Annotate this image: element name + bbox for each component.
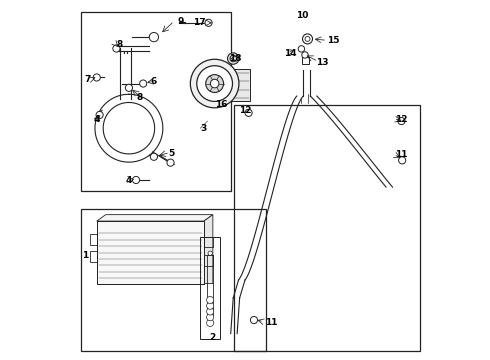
- Circle shape: [250, 316, 258, 324]
- Circle shape: [305, 36, 310, 41]
- Circle shape: [245, 109, 252, 116]
- Text: 13: 13: [317, 58, 329, 67]
- Circle shape: [150, 153, 157, 160]
- Bar: [200, 237, 220, 339]
- Circle shape: [125, 84, 132, 91]
- Circle shape: [206, 75, 223, 93]
- Bar: [234, 105, 420, 351]
- Text: 10: 10: [296, 11, 308, 20]
- Text: 3: 3: [200, 124, 207, 133]
- Text: 9: 9: [177, 17, 183, 26]
- Circle shape: [207, 308, 214, 315]
- Text: 6: 6: [150, 77, 157, 86]
- Bar: [204, 237, 213, 247]
- Bar: [97, 221, 204, 284]
- Text: 7: 7: [84, 76, 91, 85]
- Text: 1: 1: [82, 251, 89, 260]
- Bar: [302, 58, 309, 64]
- Text: 4: 4: [93, 115, 99, 124]
- Circle shape: [197, 66, 232, 102]
- Circle shape: [207, 319, 214, 327]
- Polygon shape: [204, 215, 213, 284]
- Circle shape: [230, 55, 237, 62]
- Circle shape: [302, 52, 308, 58]
- Bar: [207, 255, 213, 316]
- Bar: [90, 234, 97, 245]
- Text: 8: 8: [117, 40, 122, 49]
- Circle shape: [167, 159, 174, 166]
- Circle shape: [207, 314, 214, 321]
- Circle shape: [140, 80, 147, 87]
- Text: 5: 5: [168, 149, 174, 158]
- Circle shape: [96, 111, 103, 118]
- Circle shape: [93, 74, 100, 81]
- Text: 16: 16: [215, 100, 227, 109]
- Circle shape: [210, 79, 219, 88]
- Polygon shape: [97, 215, 213, 221]
- Text: 14: 14: [284, 49, 297, 58]
- Text: 17: 17: [193, 18, 206, 27]
- Text: 18: 18: [229, 54, 242, 63]
- Circle shape: [298, 46, 305, 52]
- Bar: [229, 69, 250, 102]
- Bar: [97, 221, 204, 284]
- Bar: [90, 251, 97, 262]
- Circle shape: [132, 176, 140, 184]
- Circle shape: [398, 157, 406, 164]
- Text: 15: 15: [327, 36, 340, 45]
- Circle shape: [207, 296, 214, 303]
- Circle shape: [207, 302, 214, 309]
- Text: 2: 2: [209, 333, 216, 342]
- Circle shape: [149, 32, 159, 42]
- Text: 12: 12: [240, 106, 252, 115]
- Bar: [204, 255, 213, 266]
- Text: 11: 11: [395, 150, 408, 159]
- Circle shape: [398, 117, 405, 125]
- Text: 12: 12: [395, 115, 408, 124]
- Bar: [81, 208, 267, 351]
- Circle shape: [302, 34, 313, 44]
- Circle shape: [205, 19, 212, 26]
- Circle shape: [208, 251, 212, 255]
- Circle shape: [227, 53, 239, 64]
- Text: 11: 11: [265, 318, 277, 327]
- Text: 4: 4: [125, 176, 132, 185]
- Circle shape: [190, 59, 239, 108]
- Text: 8: 8: [136, 93, 142, 102]
- Circle shape: [113, 45, 120, 52]
- Bar: [81, 12, 231, 191]
